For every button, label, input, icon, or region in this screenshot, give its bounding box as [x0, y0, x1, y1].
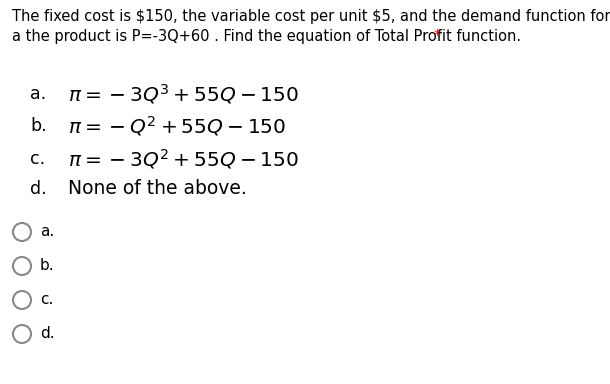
Text: b.: b.: [30, 117, 46, 135]
Text: c.: c.: [40, 293, 54, 308]
Text: *: *: [433, 29, 440, 44]
Text: b.: b.: [40, 258, 55, 273]
Text: $\pi = -Q^2 + 55Q - 150$: $\pi = -Q^2 + 55Q - 150$: [68, 114, 286, 138]
Text: $\pi = -3Q^2 + 55Q - 150$: $\pi = -3Q^2 + 55Q - 150$: [68, 147, 299, 171]
Text: d.: d.: [40, 326, 55, 341]
Text: d.: d.: [30, 180, 46, 198]
Text: c.: c.: [30, 150, 45, 168]
Text: None of the above.: None of the above.: [68, 179, 247, 199]
Text: a.: a.: [40, 225, 54, 240]
Text: a the product is P=-3Q+60 . Find the equation of Total Profit function.: a the product is P=-3Q+60 . Find the equ…: [12, 29, 526, 44]
Text: The fixed cost is $150, the variable cost per unit $5, and the demand function f: The fixed cost is $150, the variable cos…: [12, 9, 610, 24]
Text: $\pi = -3Q^3 + 55Q - 150$: $\pi = -3Q^3 + 55Q - 150$: [68, 82, 299, 106]
Text: a.: a.: [30, 85, 46, 103]
